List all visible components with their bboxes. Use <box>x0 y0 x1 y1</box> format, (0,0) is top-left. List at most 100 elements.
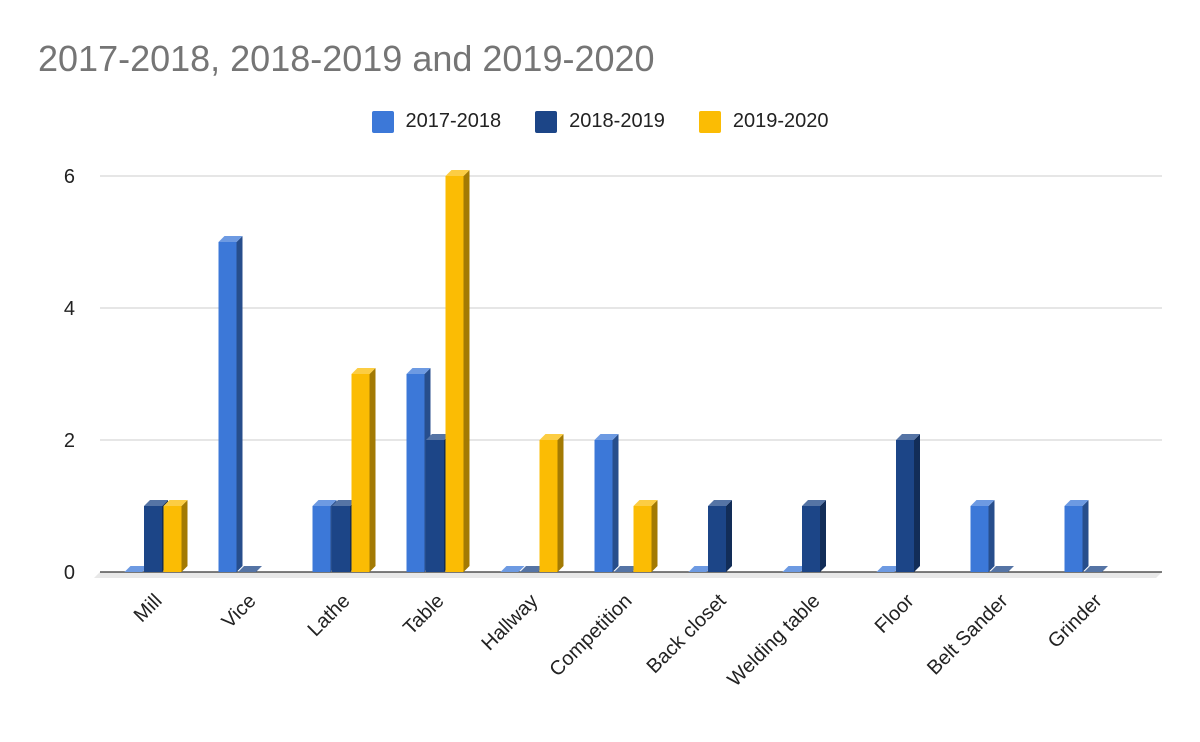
bar-top <box>312 500 337 506</box>
bar-top <box>238 566 262 572</box>
chart-floor <box>94 571 1162 578</box>
bar-front <box>312 506 331 572</box>
bar <box>445 170 470 572</box>
bar <box>708 500 732 572</box>
bar-side <box>463 170 470 572</box>
bar <box>688 566 713 572</box>
bar-front <box>633 506 652 572</box>
bar-top <box>445 170 470 176</box>
bar <box>876 566 901 572</box>
bar-front <box>332 506 350 572</box>
bar-top <box>782 566 807 572</box>
bar <box>351 368 376 572</box>
legend-label: 2019-2020 <box>732 110 829 132</box>
bar-top <box>163 500 188 506</box>
bar <box>594 434 619 572</box>
bar-top <box>802 500 826 506</box>
bar-side <box>914 434 920 572</box>
bar-top <box>970 500 995 506</box>
bar-front <box>163 506 182 572</box>
bar <box>1064 500 1089 572</box>
y-tick-label: 0 <box>64 562 75 584</box>
bar-side <box>181 500 188 572</box>
y-axis: 0 2 4 6 <box>64 166 75 584</box>
bar <box>163 500 188 572</box>
bar-top <box>539 434 564 440</box>
x-tick-label: Mill <box>130 590 167 627</box>
bar <box>782 566 807 572</box>
chart-title: 2017-2018, 2018-2019 and 2019-2020 <box>38 38 655 79</box>
bar-side <box>612 434 619 572</box>
legend-swatch <box>698 110 721 133</box>
bar <box>802 500 826 572</box>
x-tick-label: Table <box>399 590 448 639</box>
bar <box>1084 566 1108 572</box>
bar-top <box>218 236 243 242</box>
legend-item-2019-2020[interactable]: 2019-2020 <box>698 110 829 133</box>
gridlines <box>100 175 1162 441</box>
bar-top <box>614 566 638 572</box>
bar-top <box>426 434 450 440</box>
chart-legend: 2017-2018 2018-2019 2019-2020 <box>0 110 1200 133</box>
bar-top <box>896 434 920 440</box>
bar-side <box>726 500 732 572</box>
bar-front <box>144 506 162 572</box>
x-tick-label: Floor <box>871 590 919 638</box>
bar-top <box>124 566 149 572</box>
bar <box>218 236 243 572</box>
x-tick-label: Hallway <box>477 590 542 655</box>
legend-item-2018-2019[interactable]: 2018-2019 <box>535 110 665 133</box>
x-tick-label: Welding table <box>724 590 825 691</box>
legend-swatch <box>371 110 394 133</box>
bar-top <box>1064 500 1089 506</box>
bar-side <box>820 500 826 572</box>
bar-front <box>426 440 444 572</box>
bar-front <box>896 440 914 572</box>
bar-top <box>406 368 431 374</box>
bar-top <box>876 566 901 572</box>
bar-front <box>218 242 237 572</box>
bar-top <box>633 500 658 506</box>
bar <box>896 434 920 572</box>
bar-front <box>406 374 425 572</box>
y-tick-label: 4 <box>64 298 75 320</box>
bar-side <box>557 434 564 572</box>
bar-front <box>594 440 613 572</box>
bar-side <box>651 500 658 572</box>
legend-label: 2017-2018 <box>405 110 502 132</box>
x-tick-label: Grinder <box>1044 590 1107 653</box>
x-axis: Mill Vice Lathe Table Hallway Competition Back… <box>130 590 1107 691</box>
legend-item-2017-2018[interactable]: 2017-2018 <box>371 110 502 133</box>
bar <box>520 566 544 572</box>
bar-top <box>990 566 1014 572</box>
bar-top <box>500 566 525 572</box>
bar-front <box>802 506 820 572</box>
bar-side <box>1082 500 1089 572</box>
bar <box>970 500 995 572</box>
bar-top <box>1084 566 1108 572</box>
x-tick-label: Lathe <box>304 590 355 641</box>
x-tick-label: Back closet <box>643 590 731 678</box>
bar-front <box>1064 506 1083 572</box>
bar-top <box>688 566 713 572</box>
chart-floor-shape <box>94 572 1162 578</box>
bar <box>633 500 658 572</box>
bar-top <box>351 368 376 374</box>
bar <box>238 566 262 572</box>
bar-top <box>332 500 356 506</box>
x-tick-label: Competition <box>546 590 637 681</box>
bar-front <box>445 176 464 572</box>
bar-side <box>369 368 376 572</box>
bar-side <box>988 500 995 572</box>
bar-top <box>520 566 544 572</box>
bar-front <box>351 374 370 572</box>
x-tick-label: Belt Sander <box>923 590 1013 680</box>
bar-front <box>970 506 989 572</box>
bar-side <box>236 236 243 572</box>
y-tick-label: 6 <box>64 166 75 188</box>
legend-swatch <box>535 110 558 133</box>
bar-top <box>144 500 168 506</box>
bar <box>500 566 525 572</box>
bar <box>990 566 1014 572</box>
bars <box>124 170 1108 572</box>
